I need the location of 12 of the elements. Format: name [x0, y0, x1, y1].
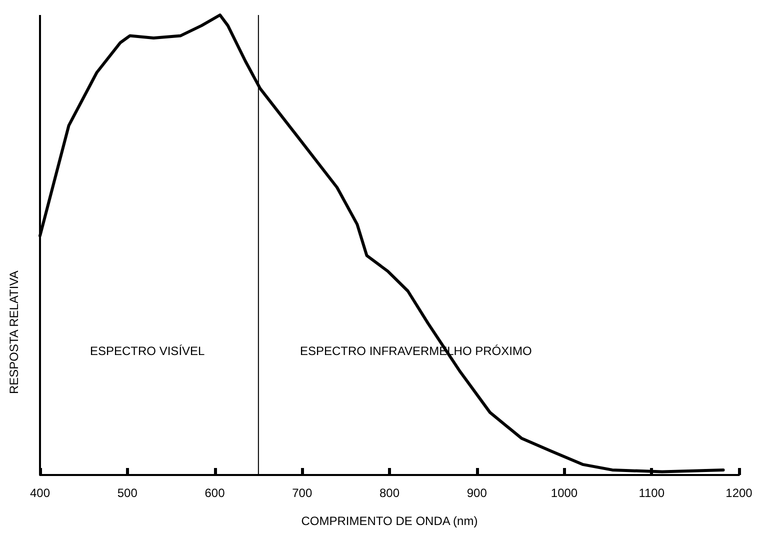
x-tick-label: 1000 [550, 486, 578, 500]
y-axis-title: RESPOSTA RELATIVA [7, 270, 21, 394]
x-tick-label: 800 [379, 486, 400, 500]
x-tick-label: 500 [117, 486, 138, 500]
x-tick-label: 600 [204, 486, 226, 500]
x-tick-label: 900 [466, 486, 488, 500]
x-tick-label: 400 [30, 486, 50, 500]
x-tick-label: 1200 [726, 486, 753, 500]
x-tick-label: 1100 [638, 486, 665, 500]
annotation: ESPECTRO VISÍVEL [90, 344, 206, 358]
x-tick-label: 700 [292, 486, 312, 500]
x-axis-title: COMPRIMENTO DE ONDA (nm) [301, 514, 478, 528]
